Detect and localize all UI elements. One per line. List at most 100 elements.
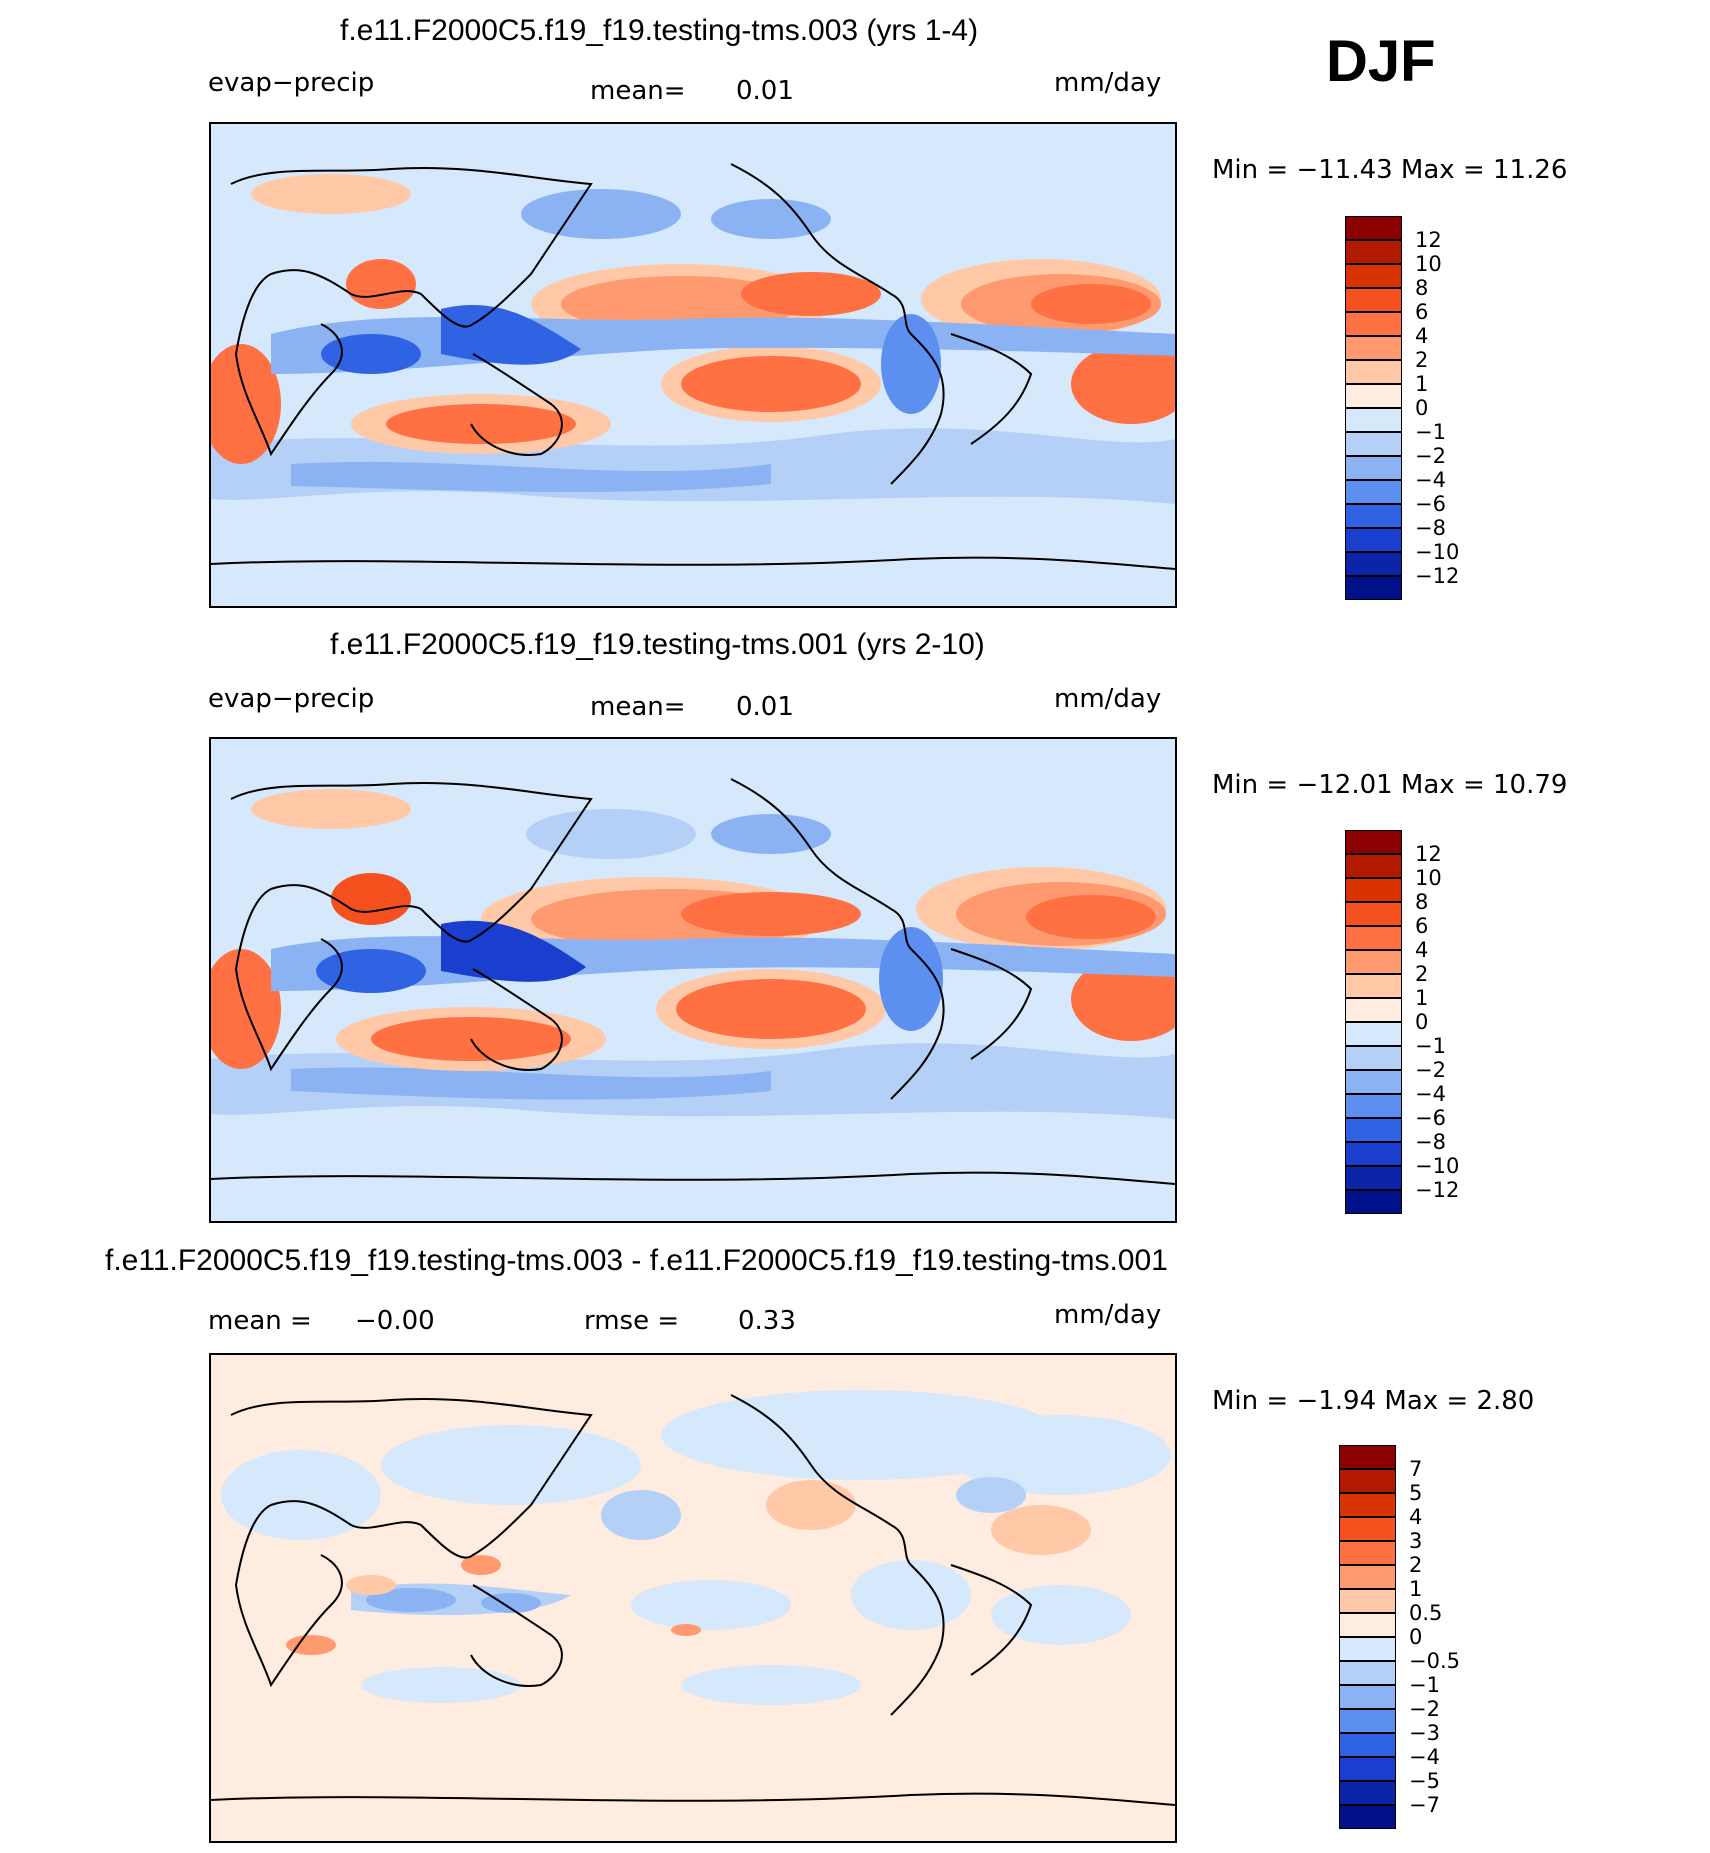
colorbar-tick-label: 10: [1415, 252, 1442, 276]
panel-3-mean-value: −0.00: [355, 1306, 435, 1336]
colorbar-cell: [1345, 830, 1402, 854]
colorbar-cell: [1339, 1805, 1396, 1829]
colorbar-cell: [1345, 552, 1402, 576]
colorbar-cell: [1345, 950, 1402, 974]
panel-1-title: f.e11.F2000C5.f19_f19.testing-tms.003 (y…: [340, 14, 979, 47]
colorbar-tick-label: 1: [1415, 372, 1429, 396]
colorbar-cell: [1345, 1070, 1402, 1094]
panel-3-mean-label: mean =: [208, 1306, 312, 1336]
colorbar-tick-label: 3: [1409, 1529, 1423, 1553]
colorbar-cell: [1339, 1709, 1396, 1733]
colorbar-cell: [1345, 480, 1402, 504]
panel-1-minmax: Min = −11.43 Max = 11.26: [1212, 155, 1568, 185]
colorbar-cell: [1345, 360, 1402, 384]
colorbar-tick-label: 8: [1415, 890, 1429, 914]
colorbar-tick-label: 4: [1409, 1505, 1423, 1529]
panel-2-map: [209, 737, 1177, 1223]
colorbar-tick-label: −12: [1415, 1178, 1460, 1202]
colorbar-tick-label: −12: [1415, 564, 1460, 588]
colorbar-cell: [1345, 926, 1402, 950]
panel-2-variable: evap−precip: [208, 684, 375, 714]
colorbar-tick-label: −4: [1415, 468, 1446, 492]
colorbar-tick-label: −4: [1409, 1745, 1440, 1769]
colorbar-cell: [1345, 264, 1402, 288]
panel-2-minmax: Min = −12.01 Max = 10.79: [1212, 770, 1568, 800]
colorbar-tick-label: −1: [1409, 1673, 1440, 1697]
colorbar-cell: [1339, 1493, 1396, 1517]
colorbar-tick-label: −4: [1415, 1082, 1446, 1106]
colorbar-tick-label: −8: [1415, 516, 1446, 540]
panel-3-rmse-value: 0.33: [738, 1306, 796, 1336]
colorbar-tick-label: 12: [1415, 842, 1442, 866]
colorbar-tick-label: −10: [1415, 540, 1460, 564]
colorbar-tick-label: −2: [1415, 444, 1446, 468]
colorbar-tick-label: 1: [1409, 1577, 1423, 1601]
colorbar-tick-label: 4: [1415, 324, 1429, 348]
colorbar-cell: [1339, 1781, 1396, 1805]
panel-1-map-svg: [211, 124, 1175, 606]
colorbar-cell: [1345, 528, 1402, 552]
colorbar-tick-label: 0.5: [1409, 1601, 1443, 1625]
colorbar-cell: [1345, 1022, 1402, 1046]
colorbar-tick-label: −1: [1415, 420, 1446, 444]
colorbar-tick-label: −2: [1415, 1058, 1446, 1082]
colorbar-tick-label: 10: [1415, 866, 1442, 890]
panel-3-units: mm/day: [1054, 1300, 1162, 1330]
colorbar-cell: [1345, 504, 1402, 528]
colorbar-tick-label: 0: [1409, 1625, 1423, 1649]
colorbar-tick-label: 2: [1409, 1553, 1423, 1577]
colorbar-cell: [1345, 312, 1402, 336]
colorbar-cell: [1345, 384, 1402, 408]
colorbar-cell: [1339, 1733, 1396, 1757]
colorbar-cell: [1345, 998, 1402, 1022]
colorbar-cell: [1345, 1190, 1402, 1214]
colorbar-cell: [1345, 1118, 1402, 1142]
panel-1-map: [209, 122, 1177, 608]
colorbar-cell: [1339, 1541, 1396, 1565]
colorbar-cell: [1345, 1094, 1402, 1118]
colorbar-tick-label: −2: [1409, 1697, 1440, 1721]
colorbar-tick-label: −8: [1415, 1130, 1446, 1154]
colorbar-tick-label: 7: [1409, 1457, 1423, 1481]
colorbar-cell: [1345, 1046, 1402, 1070]
season-label: DJF: [1326, 29, 1436, 94]
panel-2-units: mm/day: [1054, 684, 1162, 714]
panel-2-mean-label: mean=: [590, 692, 686, 722]
colorbar-cell: [1339, 1469, 1396, 1493]
panel-2-mean-value: 0.01: [736, 692, 794, 722]
panel-3-map: [209, 1353, 1177, 1843]
panel-3-minmax: Min = −1.94 Max = 2.80: [1212, 1386, 1535, 1416]
colorbar-cell: [1345, 288, 1402, 312]
colorbar-tick-label: −6: [1415, 1106, 1446, 1130]
colorbar-cell: [1345, 240, 1402, 264]
colorbar-cell: [1339, 1757, 1396, 1781]
panel-1-mean-value: 0.01: [736, 76, 794, 106]
colorbar-tick-label: 0: [1415, 1010, 1429, 1034]
panel-1-variable: evap−precip: [208, 68, 375, 98]
colorbar-tick-label: −7: [1409, 1793, 1440, 1817]
panel-2-title: f.e11.F2000C5.f19_f19.testing-tms.001 (y…: [330, 628, 985, 661]
colorbar-cell: [1339, 1661, 1396, 1685]
colorbar-cell: [1339, 1685, 1396, 1709]
colorbar-tick-label: 6: [1415, 914, 1429, 938]
colorbar-cell: [1345, 456, 1402, 480]
colorbar-cell: [1345, 1142, 1402, 1166]
panel-3-map-svg: [211, 1355, 1175, 1841]
colorbar-tick-label: 6: [1415, 300, 1429, 324]
colorbar-tick-label: 2: [1415, 348, 1429, 372]
panel-2-map-svg: [211, 739, 1175, 1221]
colorbar-tick-label: 12: [1415, 228, 1442, 252]
colorbar-cell: [1345, 576, 1402, 600]
colorbar-tick-label: −3: [1409, 1721, 1440, 1745]
panel-1-units: mm/day: [1054, 68, 1162, 98]
colorbar-cell: [1345, 216, 1402, 240]
colorbar-cell: [1339, 1445, 1396, 1469]
colorbar-tick-label: 2: [1415, 962, 1429, 986]
colorbar-tick-label: 1: [1415, 986, 1429, 1010]
colorbar-cell: [1345, 408, 1402, 432]
colorbar-cell: [1345, 432, 1402, 456]
colorbar-tick-label: 5: [1409, 1481, 1423, 1505]
colorbar-tick-label: −1: [1415, 1034, 1446, 1058]
colorbar-cell: [1345, 336, 1402, 360]
colorbar-cell: [1339, 1517, 1396, 1541]
